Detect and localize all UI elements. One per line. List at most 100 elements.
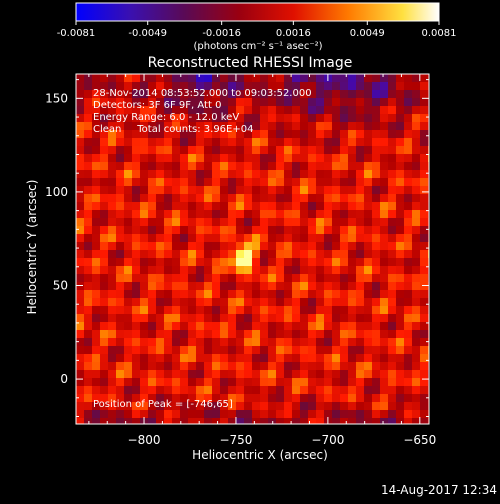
heatmap-cell xyxy=(252,106,260,114)
heatmap-cell xyxy=(92,250,100,258)
heatmap-cell xyxy=(228,226,236,234)
heatmap-cell xyxy=(172,306,180,314)
heatmap-cell xyxy=(372,210,380,218)
heatmap-cell xyxy=(412,322,420,330)
heatmap-cell xyxy=(156,234,164,242)
heatmap-cell xyxy=(268,258,276,266)
heatmap-cell xyxy=(276,226,284,234)
heatmap-cell xyxy=(220,306,228,314)
heatmap-cell xyxy=(132,106,140,114)
heatmap-cell xyxy=(244,210,252,218)
heatmap-cell xyxy=(132,394,140,402)
heatmap-cell xyxy=(228,378,236,386)
heatmap-cell xyxy=(276,290,284,298)
heatmap-cell xyxy=(116,258,124,266)
heatmap-cell xyxy=(356,122,364,130)
heatmap-cell xyxy=(396,122,404,130)
heatmap-cell xyxy=(228,82,236,90)
heatmap-cell xyxy=(388,242,396,250)
heatmap-cell xyxy=(380,122,388,130)
heatmap-cell xyxy=(188,362,196,370)
heatmap-cell xyxy=(156,330,164,338)
heatmap-cell xyxy=(84,378,92,386)
heatmap-cell xyxy=(284,306,292,314)
heatmap-cell xyxy=(324,226,332,234)
heatmap-cell xyxy=(356,314,364,322)
heatmap-cell xyxy=(316,170,324,178)
heatmap-cell xyxy=(100,274,108,282)
heatmap-cell xyxy=(332,210,340,218)
heatmap-cell xyxy=(372,234,380,242)
heatmap-cell xyxy=(76,210,84,218)
heatmap-cell xyxy=(92,90,100,98)
heatmap-cell xyxy=(172,298,180,306)
heatmap-cell xyxy=(292,106,300,114)
heatmap-cell xyxy=(260,250,268,258)
heatmap-cell xyxy=(196,362,204,370)
heatmap-cell xyxy=(108,170,116,178)
heatmap-cell xyxy=(364,258,372,266)
heatmap-cell xyxy=(284,98,292,106)
heatmap-cell xyxy=(300,258,308,266)
heatmap-cell xyxy=(92,98,100,106)
heatmap-cell xyxy=(268,386,276,394)
heatmap-cell xyxy=(340,114,348,122)
heatmap-cell xyxy=(212,418,220,424)
heatmap-cell xyxy=(140,130,148,138)
heatmap-cell xyxy=(316,410,324,418)
heatmap-cell xyxy=(412,138,420,146)
heatmap-cell xyxy=(324,394,332,402)
heatmap-cell xyxy=(204,362,212,370)
heatmap-cell xyxy=(180,90,188,98)
heatmap-cell xyxy=(132,386,140,394)
heatmap-cell xyxy=(116,98,124,106)
heatmap-cell xyxy=(252,162,260,170)
heatmap-cell xyxy=(372,242,380,250)
heatmap-cell xyxy=(252,186,260,194)
heatmap-cell xyxy=(100,130,108,138)
heatmap-cell xyxy=(380,106,388,114)
heatmap-cell xyxy=(140,258,148,266)
heatmap-cell xyxy=(76,106,84,114)
heatmap-cell xyxy=(324,138,332,146)
heatmap-cell xyxy=(140,250,148,258)
heatmap-cell xyxy=(284,250,292,258)
heatmap-cell xyxy=(252,410,260,418)
heatmap-cell xyxy=(220,146,228,154)
heatmap-cell xyxy=(108,354,116,362)
heatmap-cell xyxy=(364,386,372,394)
x-tick-label: −650 xyxy=(403,433,436,447)
heatmap-cell xyxy=(316,250,324,258)
heatmap-cell xyxy=(324,338,332,346)
heatmap-cell xyxy=(164,138,172,146)
heatmap-cell xyxy=(364,354,372,362)
heatmap-cell xyxy=(404,322,412,330)
heatmap-cell xyxy=(316,162,324,170)
heatmap-cell xyxy=(156,170,164,178)
heatmap-cell xyxy=(180,314,188,322)
heatmap-cell xyxy=(372,322,380,330)
heatmap-cell xyxy=(84,410,92,418)
heatmap-cell xyxy=(276,338,284,346)
heatmap-cell xyxy=(356,402,364,410)
heatmap-cell xyxy=(132,202,140,210)
heatmap-cell xyxy=(132,298,140,306)
heatmap-cell xyxy=(76,130,84,138)
heatmap-cell xyxy=(236,154,244,162)
heatmap-cell xyxy=(268,338,276,346)
heatmap-cell xyxy=(156,162,164,170)
heatmap-cell xyxy=(212,226,220,234)
heatmap-cell xyxy=(324,202,332,210)
heatmap-cell xyxy=(372,130,380,138)
heatmap-cell xyxy=(156,266,164,274)
heatmap-cell xyxy=(364,74,372,82)
heatmap-cell xyxy=(268,154,276,162)
heatmap-cell xyxy=(332,378,340,386)
heatmap-cell xyxy=(140,146,148,154)
heatmap-cell xyxy=(196,186,204,194)
heatmap-cell xyxy=(268,194,276,202)
heatmap-cell xyxy=(356,226,364,234)
heatmap-cell xyxy=(148,74,156,82)
heatmap-cell xyxy=(412,242,420,250)
heatmap-cell xyxy=(420,282,428,290)
